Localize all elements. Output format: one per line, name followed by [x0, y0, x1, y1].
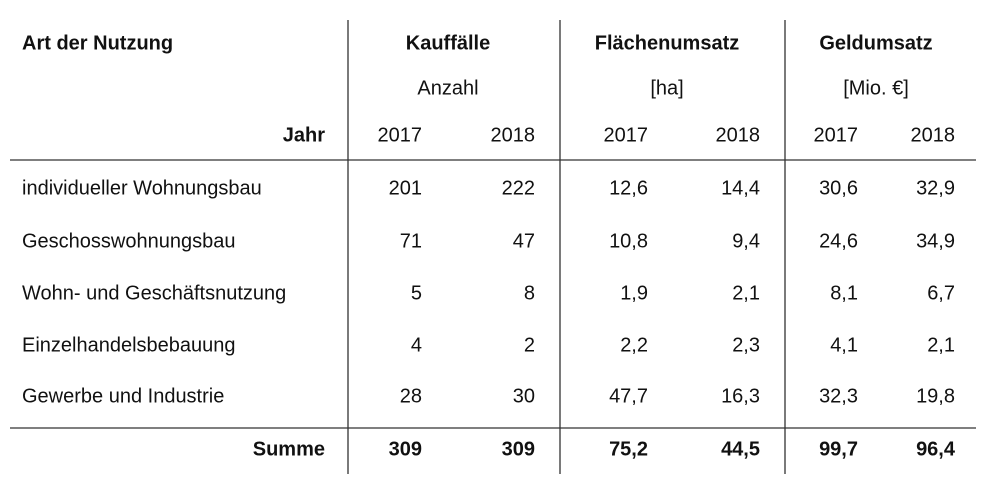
cell: 6,7 — [927, 282, 955, 304]
cell: 2,2 — [620, 334, 648, 356]
year-label: Jahr — [283, 124, 325, 146]
cell: 8,1 — [830, 282, 858, 304]
cell: 5 — [411, 282, 422, 304]
cell: 32,9 — [916, 177, 955, 199]
cell: 222 — [502, 177, 535, 199]
group-title: Geldumsatz — [819, 32, 932, 54]
total-cell: 309 — [502, 438, 535, 460]
total-cell: 99,7 — [819, 438, 858, 460]
cell: 2,1 — [732, 282, 760, 304]
cell: 71 — [400, 230, 422, 252]
cell: 30,6 — [819, 177, 858, 199]
cell: 12,6 — [609, 177, 648, 199]
year: 2017 — [378, 124, 423, 146]
cell: 34,9 — [916, 230, 955, 252]
cell: 1,9 — [620, 282, 648, 304]
cell: 10,8 — [609, 230, 648, 252]
year: 2018 — [911, 124, 956, 146]
cell: 47 — [513, 230, 535, 252]
cell: 4,1 — [830, 334, 858, 356]
row-label: Einzelhandelsbebauung — [22, 334, 236, 356]
group-title: Kauffälle — [406, 32, 490, 54]
year: 2018 — [491, 124, 536, 146]
cell: 32,3 — [819, 385, 858, 407]
year: 2017 — [604, 124, 649, 146]
row-label: Geschosswohnungsbau — [22, 230, 235, 252]
cell: 28 — [400, 385, 422, 407]
total-cell: 75,2 — [609, 438, 648, 460]
cell: 201 — [389, 177, 422, 199]
year: 2017 — [814, 124, 859, 146]
cell: 2,3 — [732, 334, 760, 356]
group-unit: Anzahl — [417, 77, 478, 99]
group-unit: [ha] — [650, 77, 683, 99]
row-label: Wohn- und Geschäftsnutzung — [22, 282, 286, 304]
header-label: Art der Nutzung — [22, 32, 173, 54]
row-label: Gewerbe und Industrie — [22, 385, 224, 407]
cell: 4 — [411, 334, 422, 356]
total-cell: 44,5 — [721, 438, 760, 460]
row-label: individueller Wohnungsbau — [22, 177, 262, 199]
cell: 19,8 — [916, 385, 955, 407]
cell: 16,3 — [721, 385, 760, 407]
total-cell: 309 — [389, 438, 422, 460]
year: 2018 — [716, 124, 761, 146]
total-cell: 96,4 — [916, 438, 956, 460]
cell: 30 — [513, 385, 535, 407]
cell: 47,7 — [609, 385, 648, 407]
cell: 8 — [524, 282, 535, 304]
cell: 9,4 — [732, 230, 760, 252]
cell: 2 — [524, 334, 535, 356]
group-title: Flächenumsatz — [595, 32, 739, 54]
cell: 14,4 — [721, 177, 760, 199]
total-label: Summe — [253, 438, 325, 460]
group-unit: [Mio. €] — [843, 77, 909, 99]
cell: 2,1 — [927, 334, 955, 356]
cell: 24,6 — [819, 230, 858, 252]
